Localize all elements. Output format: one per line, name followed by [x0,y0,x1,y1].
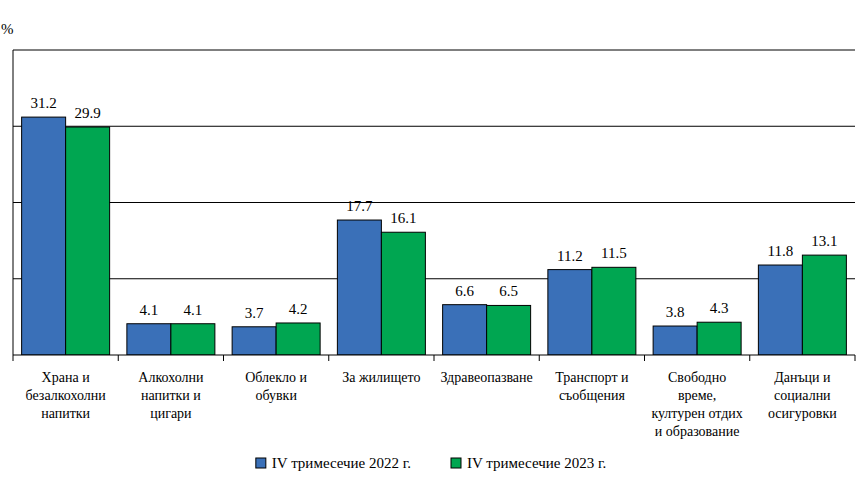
x-tick-label-line: Алкохолни [138,370,204,385]
data-label: 6.5 [499,283,518,299]
bars [22,117,847,355]
bar [337,220,381,355]
y-axis-label: % [1,21,14,37]
category-separator [328,355,329,361]
x-tick-label-line: Свободно [668,370,726,385]
category-separator [13,355,14,361]
category-separator [539,355,540,361]
legend-label: IV тримесечие 2022 г. [272,455,411,471]
bar [548,270,592,355]
x-tick-label-line: За жилището [342,370,420,385]
data-label: 4.1 [184,302,203,318]
data-label: 3.7 [245,305,264,321]
x-tick-label-line: Храна и [42,370,91,385]
x-tick-label-line: и образование [655,424,740,439]
bar [232,327,276,355]
data-label: 4.3 [710,300,729,316]
bar [653,326,697,355]
grid-line [13,50,855,51]
bar [276,323,320,355]
data-label: 6.6 [455,283,474,299]
x-tick-label-line: обувки [255,388,297,403]
bar [22,117,66,355]
bar [592,267,636,355]
data-label: 4.2 [289,301,308,317]
chart: % 31.2 4.1 3.7 17.7 6.6 11.2 3.8 11.8 29.9 4.1 4.2 1… [0,0,862,485]
bar [487,305,531,355]
bar [758,265,802,355]
legend: IV тримесечие 2022 г. IV тримесечие 2023 … [256,455,606,471]
x-tick-label: За жилището [342,370,420,385]
bar [127,324,171,355]
bar [697,322,741,355]
x-tick-label: Храна и безалкохолни напитки [26,370,107,421]
bar [381,232,425,355]
grid-line [13,202,855,203]
bar [66,127,110,355]
bar [802,255,846,355]
x-tick-label: Свободно време, културен отдих и образовани… [651,370,742,439]
data-label: 13.1 [811,233,837,249]
grid-line [13,126,855,127]
grid-line [13,278,855,279]
data-label: 3.8 [666,304,685,320]
category-separator [644,355,645,361]
x-tick-label: Алкохолни напитки и цигари [138,370,204,421]
x-tick-label-line: съобщения [559,388,626,403]
x-tick-label-line: безалкохолни [26,388,107,403]
x-tick-label-line: време, [678,388,716,403]
category-separator [855,355,856,361]
data-label: 11.8 [768,243,794,259]
x-tick-label-line: културен отдих [651,406,742,421]
data-label: 11.5 [601,245,627,261]
y-axis-line [13,50,14,355]
x-tick-label: Данъци и социални осигуровки [768,370,837,421]
x-tick-label-line: Здравеопазване [440,370,532,385]
x-tick-label-line: цигари [150,406,192,421]
legend-swatch [451,458,461,468]
x-tick-label-line: Данъци и [774,370,831,385]
bar [171,324,215,355]
x-tick-label-line: напитки [41,406,90,421]
data-label: 11.2 [557,248,583,264]
x-tick-label: Облекло и обувки [245,370,307,403]
x-tick-label-line: напитки и [141,388,201,403]
x-tick-label-line: Транспорт и [555,370,629,385]
data-label: 4.1 [140,302,159,318]
x-tick-label: Транспорт и съобщения [555,370,629,403]
data-label: 16.1 [390,210,416,226]
category-separator [434,355,435,361]
x-tick-label: Здравеопазване [440,370,532,385]
legend-swatch [256,458,266,468]
data-label: 31.2 [31,95,57,111]
legend-label: IV тримесечие 2023 г. [467,455,606,471]
category-separator [749,355,750,361]
category-separator [118,355,119,361]
x-tick-label-line: Облекло и [245,370,307,385]
bar [443,305,487,355]
category-separator [223,355,224,361]
x-tick-label-line: осигуровки [768,406,837,421]
data-label: 17.7 [346,198,373,214]
x-tick-label-line: социални [774,388,831,403]
data-label: 29.9 [75,105,101,121]
